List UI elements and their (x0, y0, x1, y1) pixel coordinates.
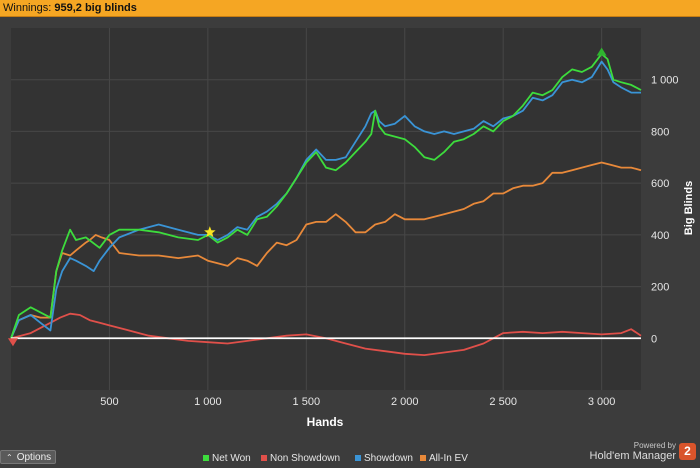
y-tick-label: 200 (651, 282, 669, 294)
powered-by-text: Powered by (633, 441, 676, 450)
y-tick-label: 1 000 (651, 75, 679, 87)
x-axis-label: Hands (307, 415, 344, 429)
legend-swatch (203, 455, 209, 461)
y-axis-label: Big Blinds (683, 181, 695, 235)
series-line-showdown (10, 60, 641, 339)
series-lines (10, 53, 642, 356)
options-label: Options (16, 452, 52, 463)
graph-panel: 500 1 000 1 500 2 000 2 500 3 000 0 200 400 600 8… (0, 18, 700, 464)
winnings-label: Winnings: (3, 2, 52, 14)
y-axis: 0 200 400 600 800 1 000 (651, 75, 679, 346)
y-tick-label: 400 (651, 230, 669, 242)
winnings-chart: 500 1 000 1 500 2 000 2 500 3 000 0 200 400 600 8… (7, 28, 695, 464)
powered-by: Powered by Hold'em Manager (590, 441, 676, 462)
markers-layer (7, 47, 607, 347)
star-marker-icon (204, 226, 216, 238)
series-line-all-in-ev (10, 161, 642, 339)
winnings-value: 959,2 big blinds (54, 2, 137, 14)
y-tick-label: 600 (651, 178, 669, 190)
brand-name: Hold'em Manager (589, 450, 676, 462)
series-line-non-showdown (10, 312, 642, 356)
x-tick-label: 1 000 (194, 396, 222, 408)
chevron-up-icon: ⌃ (6, 453, 13, 462)
legend-swatch (420, 455, 426, 461)
legend-label: Net Won (212, 453, 251, 463)
legend-label: All-In EV (429, 453, 468, 463)
series-line-net-won (10, 53, 642, 339)
x-tick-label: 1 500 (293, 396, 321, 408)
legend-swatch (261, 455, 267, 461)
x-tick-label: 2 000 (391, 396, 419, 408)
plot-area (11, 28, 641, 390)
x-tick-label: 2 500 (489, 396, 517, 408)
legend-label: Showdown (364, 453, 413, 463)
x-tick-label: 3 000 (588, 396, 616, 408)
legend-swatch (355, 455, 361, 461)
hm2-logo-badge: 2 (679, 443, 696, 460)
x-axis: 500 1 000 1 500 2 000 2 500 3 000 (100, 396, 615, 408)
start-marker-icon (7, 338, 18, 347)
grid-lines (11, 28, 641, 390)
legend-label: Non Showdown (270, 453, 340, 463)
winnings-header: Winnings: 959,2 big blinds (0, 0, 700, 17)
x-tick-label: 500 (100, 396, 118, 408)
y-tick-label: 800 (651, 126, 669, 138)
chart-legend: Net Won Non Showdown Showdown All-In EV (203, 453, 468, 464)
y-tick-label: 0 (651, 333, 657, 345)
options-button[interactable]: ⌃ Options (0, 450, 56, 464)
peak-marker-icon (596, 47, 607, 56)
